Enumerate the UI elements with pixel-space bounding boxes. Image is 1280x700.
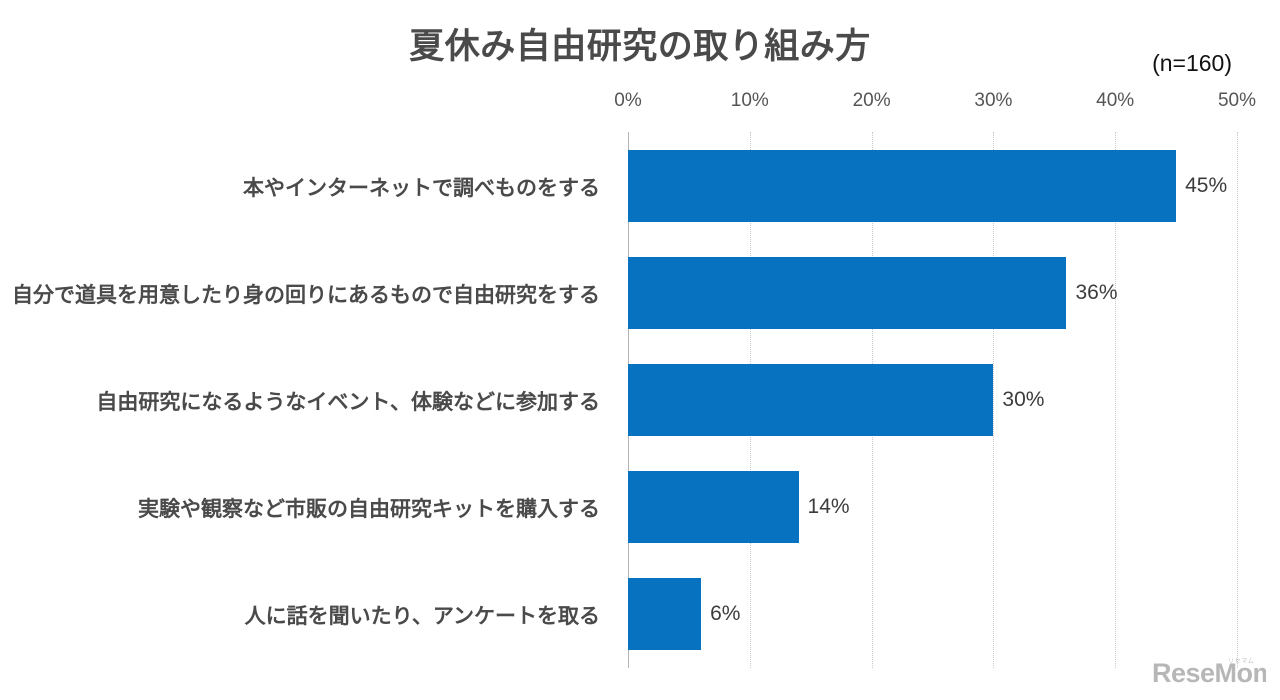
bar-value-label-4: 14% — [807, 495, 850, 519]
gridline-30 — [993, 132, 995, 668]
svg-text:ReseMom.: ReseMom. — [1152, 658, 1266, 688]
bar-value-label-3: 30% — [1002, 388, 1045, 411]
gridline-40 — [1115, 132, 1117, 668]
category-label-3: 自由研究になるようなイベント、体験などに参加する — [96, 391, 600, 414]
bar-5[interactable] — [628, 578, 702, 651]
svg-text:リセマム: リセマム — [1228, 658, 1254, 665]
x-tick-label-30: 30% — [974, 90, 1013, 111]
x-tick-label-40: 40% — [1096, 90, 1135, 111]
x-tick-label-0: 0% — [614, 90, 642, 111]
bar-1[interactable] — [628, 149, 1177, 222]
bar-2[interactable] — [628, 256, 1067, 329]
bar-row: 45% — [628, 149, 1237, 222]
bar-4[interactable] — [628, 471, 799, 544]
resemom-logo-watermark: リセマム ReseMom. — [1150, 652, 1280, 692]
bar-row: 36% — [628, 256, 1237, 329]
sample-size-annotation: (n=160) — [1152, 50, 1232, 76]
bar-value-label-5: 6% — [710, 602, 741, 626]
x-tick-label-50: 50% — [1217, 90, 1257, 111]
bar-value-label-2: 36% — [1075, 280, 1118, 304]
bar-value-label-1: 45% — [1185, 173, 1228, 197]
bar-row: 14% — [628, 471, 1237, 544]
bar-row: 6% — [628, 578, 1237, 651]
category-label-4: 実験や観察など市販の自由研究キットを購入する — [138, 498, 600, 522]
x-tick-label-20: 20% — [852, 90, 891, 111]
page-title: 夏休み自由研究の取り組み方 — [409, 27, 871, 66]
category-label-2: 自分で道具を用意したり身の回りにあるもので自由研究をする — [12, 283, 600, 307]
bar-row: 30% — [628, 364, 1237, 436]
plot-area: 45% 36% 30% 14% 6% — [628, 132, 1237, 668]
x-tick-label-10: 10% — [730, 90, 769, 111]
gridline-50 — [1237, 132, 1238, 668]
bar-3[interactable] — [628, 364, 994, 436]
category-label-1: 本やインターネットで調べものをする — [243, 176, 600, 200]
category-label-5: 人に話を聞いたり、アンケートを取る — [244, 605, 600, 629]
